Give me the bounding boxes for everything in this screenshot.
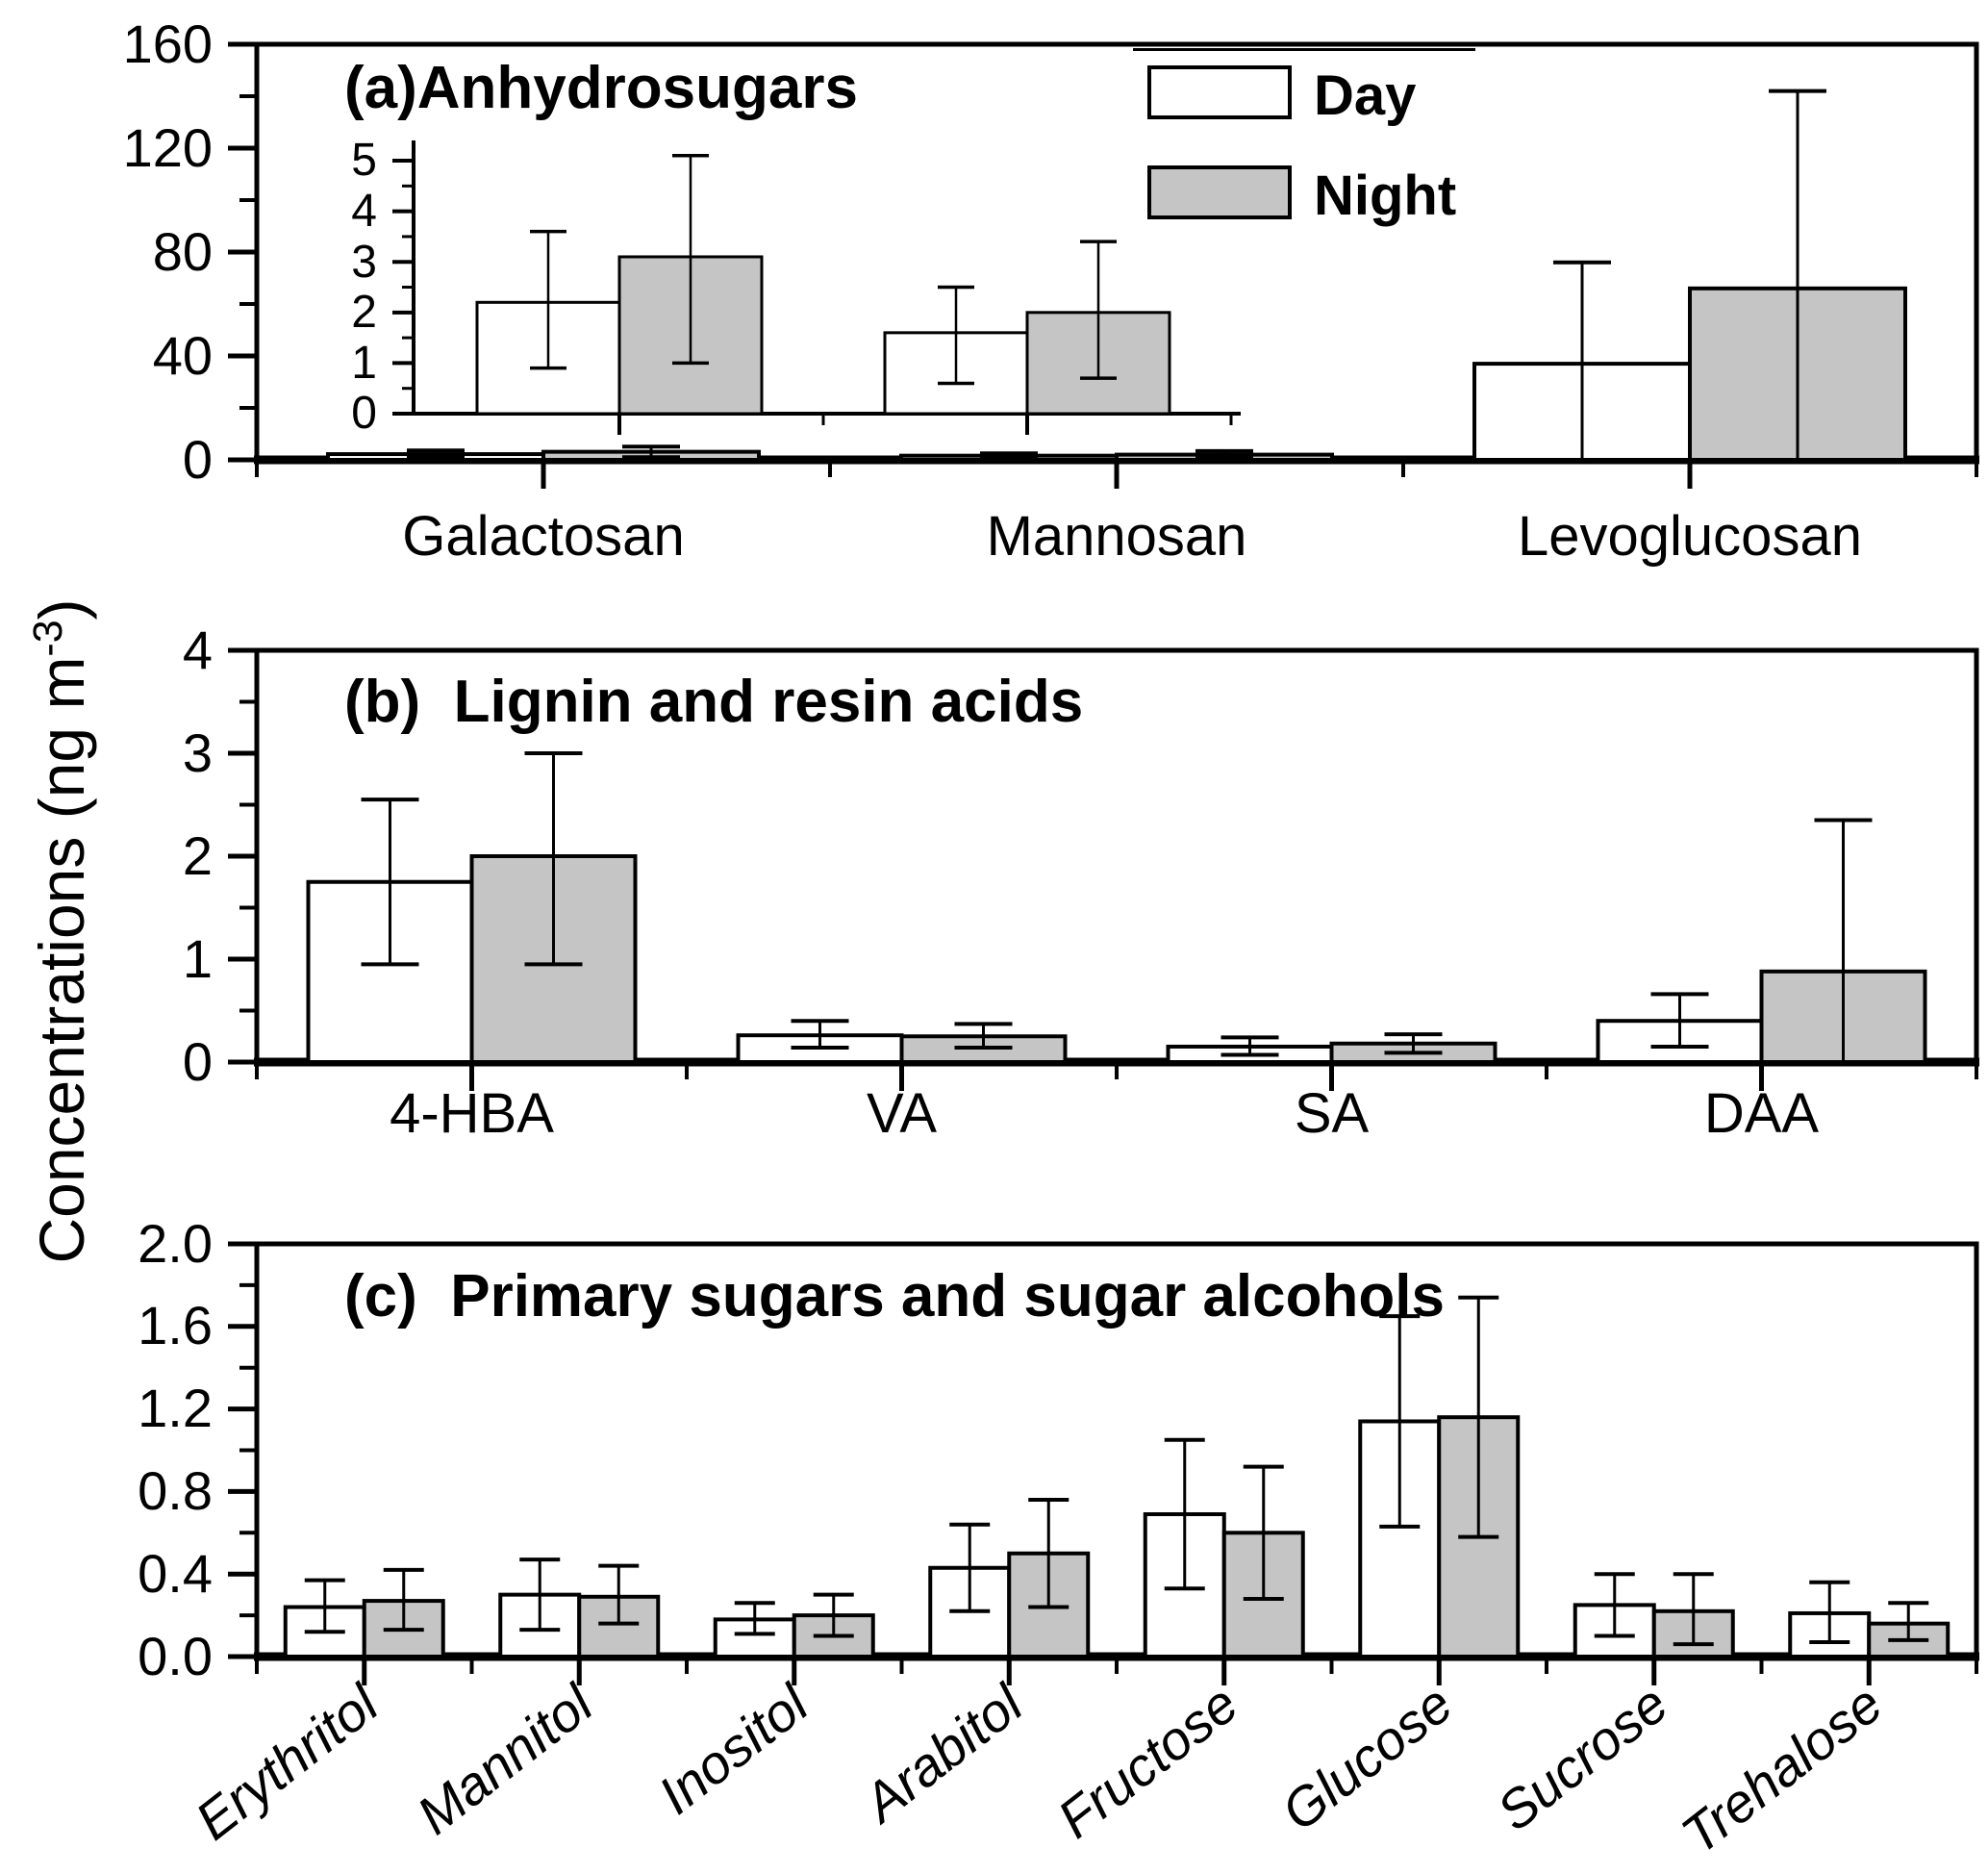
- legend-day-swatch: [1147, 65, 1292, 119]
- panel-a-inset-ytick-label-1: 1: [351, 337, 377, 389]
- panel-a-inset-ytick-label-4: 4: [351, 186, 377, 238]
- panel-b-ytick-label-1: 1: [182, 927, 213, 989]
- panel-a-category-label-Galactosan: Galactosan: [402, 505, 685, 568]
- panel-a-category-label-Mannosan: Mannosan: [986, 505, 1247, 568]
- panel-c-title: (c) Primary sugars and sugar alcohols: [344, 1263, 1445, 1330]
- panel-b-category-label-SA: SA: [1294, 1082, 1370, 1145]
- legend-night-swatch: [1147, 165, 1292, 219]
- panel-a-inset-ytick-label-0: 0: [351, 388, 377, 440]
- panel-a-category-label-Levoglucosan: Levoglucosan: [1518, 505, 1862, 568]
- panel-b-ytick-label-0: 0: [182, 1030, 213, 1092]
- legend-night-label: Night: [1314, 165, 1457, 227]
- panel-a-ytick-label-160: 160: [122, 13, 213, 74]
- panel-a-ytick-label-120: 120: [122, 116, 213, 178]
- panel-c-ytick-label-2.0: 2.0: [138, 1212, 213, 1274]
- panel-b-category-label-4-HBA: 4-HBA: [390, 1082, 554, 1145]
- legend-box-top-border: [1133, 48, 1475, 51]
- panel-a-ytick-label-0: 0: [182, 428, 213, 490]
- panel-a-ytick-label-80: 80: [152, 220, 213, 282]
- panel-b-ytick-label-4: 4: [182, 619, 213, 680]
- panel-c-ytick-label-1.6: 1.6: [138, 1295, 213, 1356]
- panel-a-title: (a)Anhydrosugars: [344, 55, 858, 121]
- legend-day-label: Day: [1314, 64, 1417, 127]
- panel-b-category-label-VA: VA: [866, 1082, 938, 1145]
- panel-a-ytick-label-40: 40: [152, 324, 213, 386]
- panel-b-category-label-DAA: DAA: [1703, 1082, 1820, 1145]
- panel-a-inset-ytick-label-5: 5: [351, 135, 377, 187]
- panel-c-ytick-label-0.0: 0.0: [138, 1625, 213, 1686]
- panel-a-inset-ytick-label-3: 3: [351, 236, 377, 288]
- panel-a-inset-ytick-label-2: 2: [351, 287, 377, 339]
- panel-b-title: (b) Lignin and resin acids: [344, 669, 1084, 735]
- panel-c-ytick-label-1.2: 1.2: [138, 1378, 213, 1439]
- panel-b-ytick-label-3: 3: [182, 722, 213, 783]
- panel-b-ytick-label-2: 2: [182, 824, 213, 886]
- panel-c-ytick-label-0.4: 0.4: [138, 1542, 213, 1604]
- panel-c-ytick-label-0.8: 0.8: [138, 1460, 213, 1522]
